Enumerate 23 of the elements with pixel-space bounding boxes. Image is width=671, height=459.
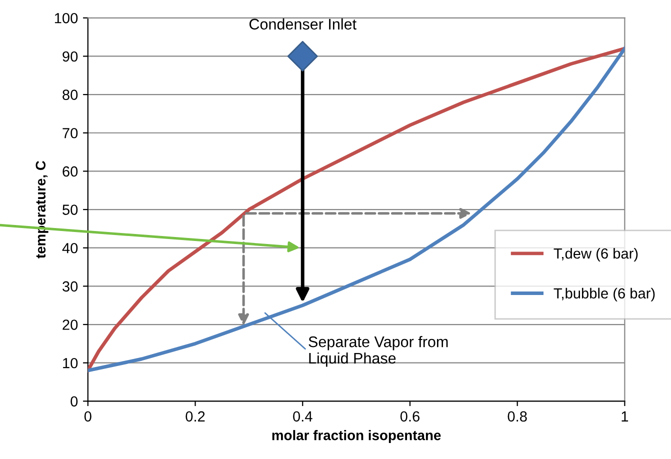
- legend-label: T,dew (6 bar): [554, 248, 638, 262]
- x-tick-label: 0: [84, 411, 92, 422]
- y-tick-label: 10: [63, 358, 78, 368]
- annotation: Condenser Inlet: [249, 18, 356, 30]
- annotation: Separate Vapor from Liquid Phase: [308, 336, 448, 367]
- y-tick-label: 30: [62, 281, 78, 292]
- y-axis-title: temperature, C: [36, 160, 48, 258]
- y-tick-label: 90: [62, 51, 78, 62]
- x-tick-label: 1: [622, 411, 628, 422]
- y-tick-label: 80: [62, 90, 78, 100]
- y-tick-label: 70: [62, 128, 78, 138]
- legend-label: T,bubble (6 bar): [554, 288, 655, 302]
- x-tick-label: 0.2: [186, 411, 205, 422]
- x-tick-label: 0.6: [400, 411, 420, 422]
- y-tick-label: 50: [62, 204, 78, 215]
- x-tick-label: 0.4: [293, 411, 312, 422]
- y-tick-label: 40: [62, 242, 78, 254]
- y-tick-label: 100: [54, 13, 78, 24]
- y-tick-label: 0: [70, 396, 78, 407]
- y-tick-label: 20: [62, 320, 78, 330]
- x-axis-title: molar fraction isopentane: [272, 430, 441, 443]
- y-tick-label: 60: [62, 166, 78, 177]
- x-tick-label: 0.8: [508, 411, 527, 422]
